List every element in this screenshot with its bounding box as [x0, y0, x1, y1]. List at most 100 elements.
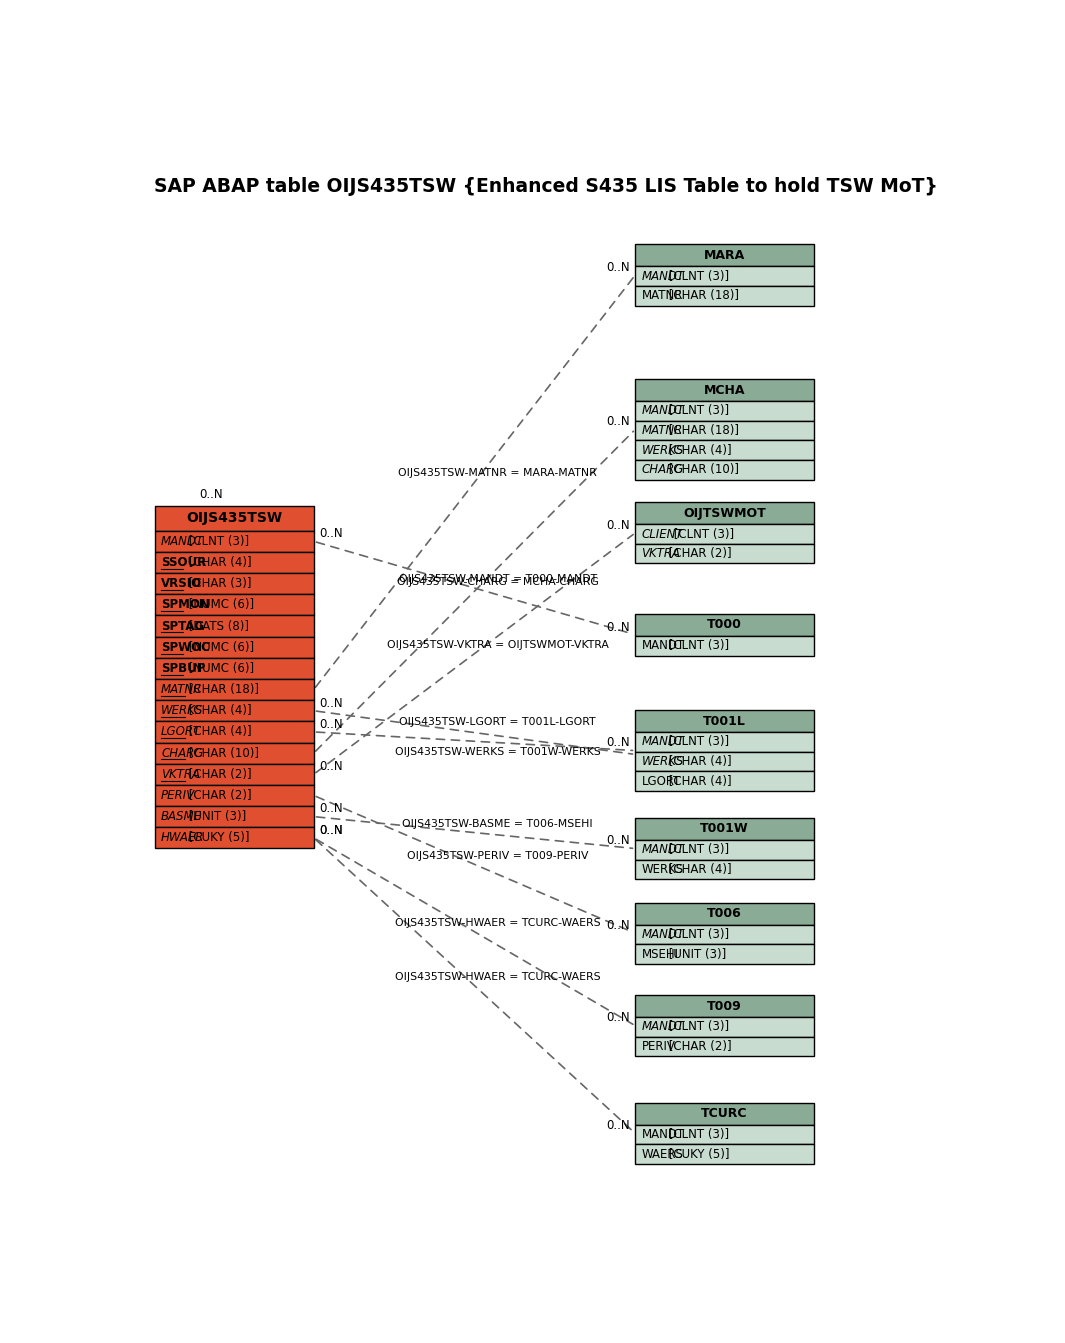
- Text: 0..N: 0..N: [199, 488, 223, 501]
- Bar: [154, 680, 314, 700]
- Text: [CHAR (4)]: [CHAR (4)]: [185, 704, 251, 717]
- Text: T009: T009: [707, 999, 742, 1013]
- Text: MANDT: MANDT: [641, 404, 685, 418]
- Bar: [154, 595, 314, 615]
- Text: VRSIO: VRSIO: [161, 577, 202, 590]
- Text: [CLNT (3)]: [CLNT (3)]: [666, 843, 730, 857]
- Bar: [154, 573, 314, 595]
- Text: SPWOC: SPWOC: [161, 641, 210, 654]
- Text: [CHAR (10)]: [CHAR (10)]: [185, 747, 259, 760]
- Text: MATNR: MATNR: [641, 424, 683, 436]
- Text: [CUKY (5)]: [CUKY (5)]: [666, 1148, 730, 1160]
- Text: [CLNT (3)]: [CLNT (3)]: [670, 528, 734, 540]
- Text: [CHAR (4)]: [CHAR (4)]: [666, 443, 732, 457]
- Text: OIJS435TSW-HWAER = TCURC-WAERS: OIJS435TSW-HWAER = TCURC-WAERS: [395, 917, 601, 928]
- Bar: [636, 818, 814, 839]
- Text: WERKS: WERKS: [641, 443, 684, 457]
- Bar: [636, 502, 814, 524]
- Text: [UNIT (3)]: [UNIT (3)]: [185, 810, 246, 823]
- Text: OIJS435TSW-WERKS = T001W-WERKS: OIJS435TSW-WERKS = T001W-WERKS: [395, 748, 601, 757]
- Bar: [636, 441, 814, 459]
- Text: [CLNT (3)]: [CLNT (3)]: [666, 1021, 730, 1033]
- Text: PERIV: PERIV: [161, 788, 195, 802]
- Text: [CHAR (2)]: [CHAR (2)]: [185, 768, 251, 780]
- Text: [NUMC (6)]: [NUMC (6)]: [185, 599, 255, 611]
- Bar: [636, 524, 814, 544]
- Text: MANDT: MANDT: [641, 928, 685, 941]
- Bar: [154, 721, 314, 743]
- Text: CHARG: CHARG: [641, 463, 684, 477]
- Text: [CHAR (2)]: [CHAR (2)]: [666, 1039, 732, 1053]
- Bar: [154, 637, 314, 658]
- Text: OIJS435TSW-VKTRA = OIJTSWMOT-VKTRA: OIJS435TSW-VKTRA = OIJTSWMOT-VKTRA: [387, 639, 609, 650]
- Text: [CHAR (2)]: [CHAR (2)]: [185, 788, 251, 802]
- Bar: [636, 732, 814, 752]
- Text: MANDT: MANDT: [641, 1021, 685, 1033]
- Text: [CHAR (4)]: [CHAR (4)]: [185, 725, 251, 739]
- Bar: [636, 614, 814, 635]
- Text: MCHA: MCHA: [704, 384, 746, 396]
- Text: WERKS: WERKS: [641, 755, 684, 768]
- Text: [CLNT (3)]: [CLNT (3)]: [666, 639, 730, 653]
- Text: OIJS435TSW-LGORT = T001L-LGORT: OIJS435TSW-LGORT = T001L-LGORT: [399, 717, 596, 728]
- Text: [NUMC (6)]: [NUMC (6)]: [185, 662, 255, 676]
- Bar: [154, 700, 314, 721]
- Text: SSOUR: SSOUR: [161, 556, 207, 569]
- Text: OIJS435TSW-MATNR = MARA-MATNR: OIJS435TSW-MATNR = MARA-MATNR: [398, 469, 597, 478]
- Text: MANDT: MANDT: [641, 843, 685, 857]
- Text: [DATS (8)]: [DATS (8)]: [185, 619, 249, 633]
- Bar: [636, 420, 814, 441]
- Text: OIJS435TSW-MANDT = T000-MANDT: OIJS435TSW-MANDT = T000-MANDT: [398, 575, 596, 584]
- Text: T001L: T001L: [703, 714, 745, 728]
- Text: 0..N: 0..N: [606, 1119, 630, 1132]
- Bar: [636, 266, 814, 286]
- Bar: [636, 544, 814, 564]
- Text: 0..N: 0..N: [318, 802, 343, 815]
- Text: CLIENT: CLIENT: [641, 528, 683, 540]
- Text: [CLNT (3)]: [CLNT (3)]: [185, 535, 249, 548]
- Text: OIJS435TSW-BASME = T006-MSEHI: OIJS435TSW-BASME = T006-MSEHI: [403, 819, 593, 829]
- Bar: [154, 530, 314, 552]
- Bar: [636, 1037, 814, 1057]
- Text: OIJS435TSW-HWAER = TCURC-WAERS: OIJS435TSW-HWAER = TCURC-WAERS: [395, 972, 601, 982]
- Bar: [154, 658, 314, 680]
- Text: SPBUP: SPBUP: [161, 662, 206, 676]
- Bar: [154, 827, 314, 849]
- Bar: [636, 635, 814, 655]
- Text: [CHAR (18)]: [CHAR (18)]: [666, 424, 739, 436]
- Text: WERKS: WERKS: [641, 862, 684, 876]
- Text: 0..N: 0..N: [606, 620, 630, 634]
- Bar: [154, 784, 314, 806]
- Bar: [636, 1125, 814, 1144]
- Text: LGORT: LGORT: [641, 775, 681, 788]
- Text: 0..N: 0..N: [606, 261, 630, 274]
- Text: CHARG: CHARG: [161, 747, 203, 760]
- Text: 0..N: 0..N: [606, 1011, 630, 1025]
- Text: 0..N: 0..N: [318, 717, 343, 731]
- Text: [CHAR (4)]: [CHAR (4)]: [666, 775, 732, 788]
- Text: [CUKY (5)]: [CUKY (5)]: [185, 831, 249, 845]
- Bar: [636, 379, 814, 402]
- Text: [CHAR (4)]: [CHAR (4)]: [666, 862, 732, 876]
- Bar: [154, 806, 314, 827]
- Text: [CHAR (18)]: [CHAR (18)]: [666, 289, 739, 302]
- Bar: [636, 459, 814, 479]
- Text: 0..N: 0..N: [606, 415, 630, 428]
- Bar: [636, 902, 814, 924]
- Bar: [636, 924, 814, 944]
- Text: [CHAR (10)]: [CHAR (10)]: [666, 463, 739, 477]
- Text: MATNR: MATNR: [161, 684, 202, 696]
- Text: 0..N: 0..N: [606, 736, 630, 749]
- Bar: [636, 1103, 814, 1125]
- Bar: [636, 839, 814, 860]
- Bar: [636, 244, 814, 266]
- Text: BASME: BASME: [161, 810, 202, 823]
- Text: TCURC: TCURC: [701, 1108, 748, 1120]
- Bar: [636, 1017, 814, 1037]
- Text: MATNR: MATNR: [641, 289, 683, 302]
- Text: VKTRA: VKTRA: [161, 768, 200, 780]
- Bar: [154, 615, 314, 637]
- Bar: [154, 764, 314, 784]
- Bar: [636, 944, 814, 964]
- Bar: [636, 860, 814, 880]
